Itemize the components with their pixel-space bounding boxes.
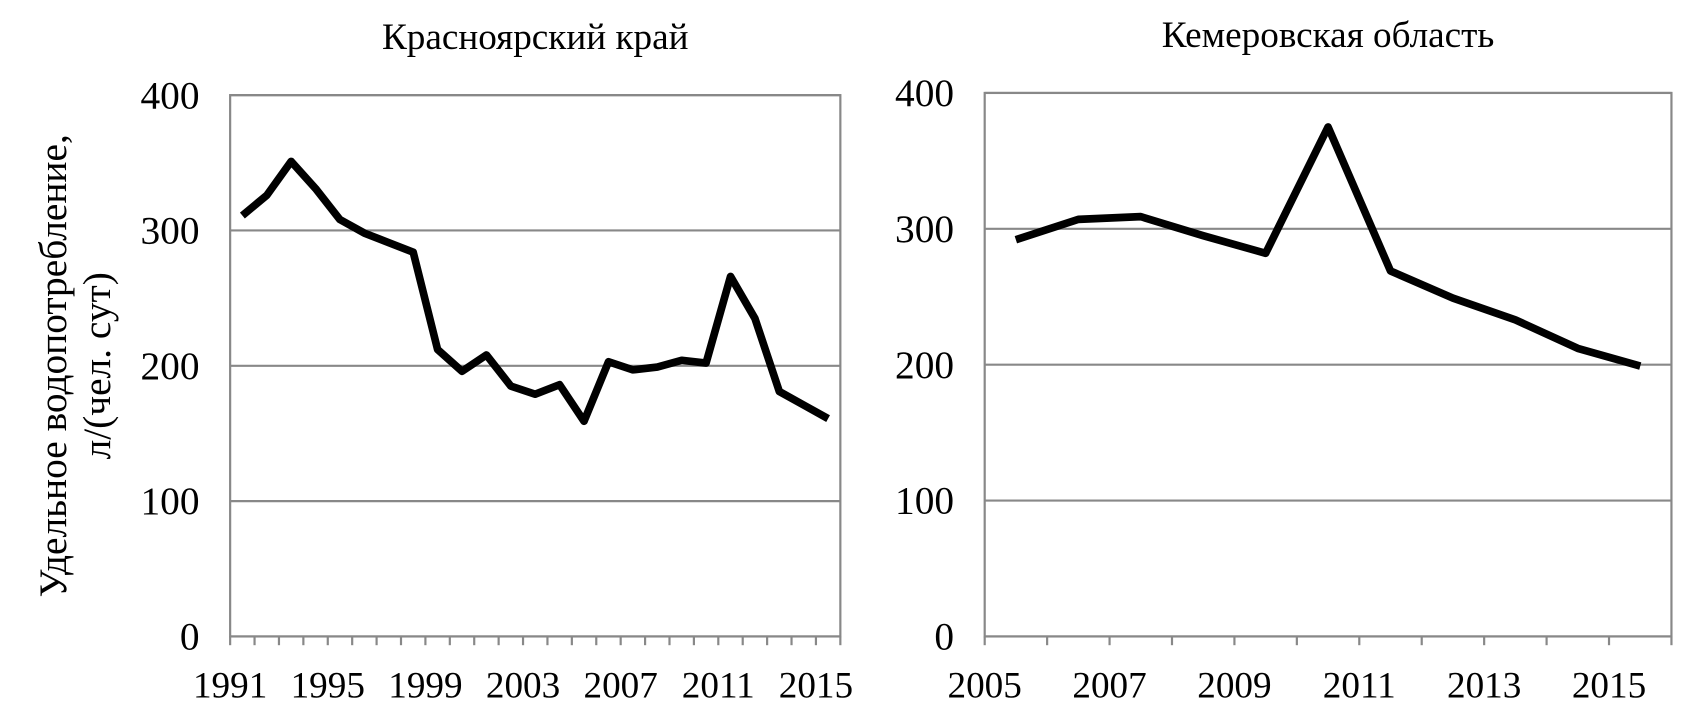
y-tick-label: 0 [934, 615, 954, 659]
x-tick-label: 2007 [583, 666, 657, 707]
y-tick-label: 100 [895, 479, 954, 523]
data-line [239, 157, 830, 426]
y-axis-label: Удельное водопотребление,л/(чел. сут) [31, 134, 119, 597]
chart-title: Кемеровская область [1162, 15, 1495, 56]
x-tick-label: 2011 [1323, 666, 1396, 707]
x-tick-label: 2015 [779, 666, 853, 707]
x-tick-label: 1991 [193, 666, 267, 707]
y-axis-label-line: л/(чел. сут) [75, 272, 119, 459]
x-tick-label: 2015 [1572, 666, 1646, 707]
x-tick-label: 2003 [486, 666, 560, 707]
chart-title: Красноярский край [382, 17, 689, 58]
y-tick-label: 300 [140, 209, 199, 253]
y-tick-label: 0 [180, 615, 200, 659]
x-tick-label: 2005 [948, 666, 1022, 707]
y-tick-label: 400 [140, 73, 199, 117]
x-tick-label: 2009 [1197, 666, 1271, 707]
x-tick-label: 2007 [1072, 666, 1146, 707]
x-tick-label: 1995 [291, 666, 365, 707]
x-tick-label: 1999 [388, 666, 462, 707]
plot-border [983, 91, 1673, 638]
y-tick-label: 100 [140, 479, 199, 523]
x-tick-label: 2013 [1447, 666, 1521, 707]
y-tick-label: 300 [895, 207, 954, 251]
plot-border [229, 94, 842, 638]
y-tick-label: 200 [140, 344, 199, 388]
y-axis-label-line: Удельное водопотребление, [31, 134, 75, 597]
data-line [1014, 123, 1642, 370]
y-tick-label: 200 [895, 343, 954, 387]
x-tick-label: 2011 [682, 666, 755, 707]
y-tick-label: 400 [895, 71, 954, 115]
